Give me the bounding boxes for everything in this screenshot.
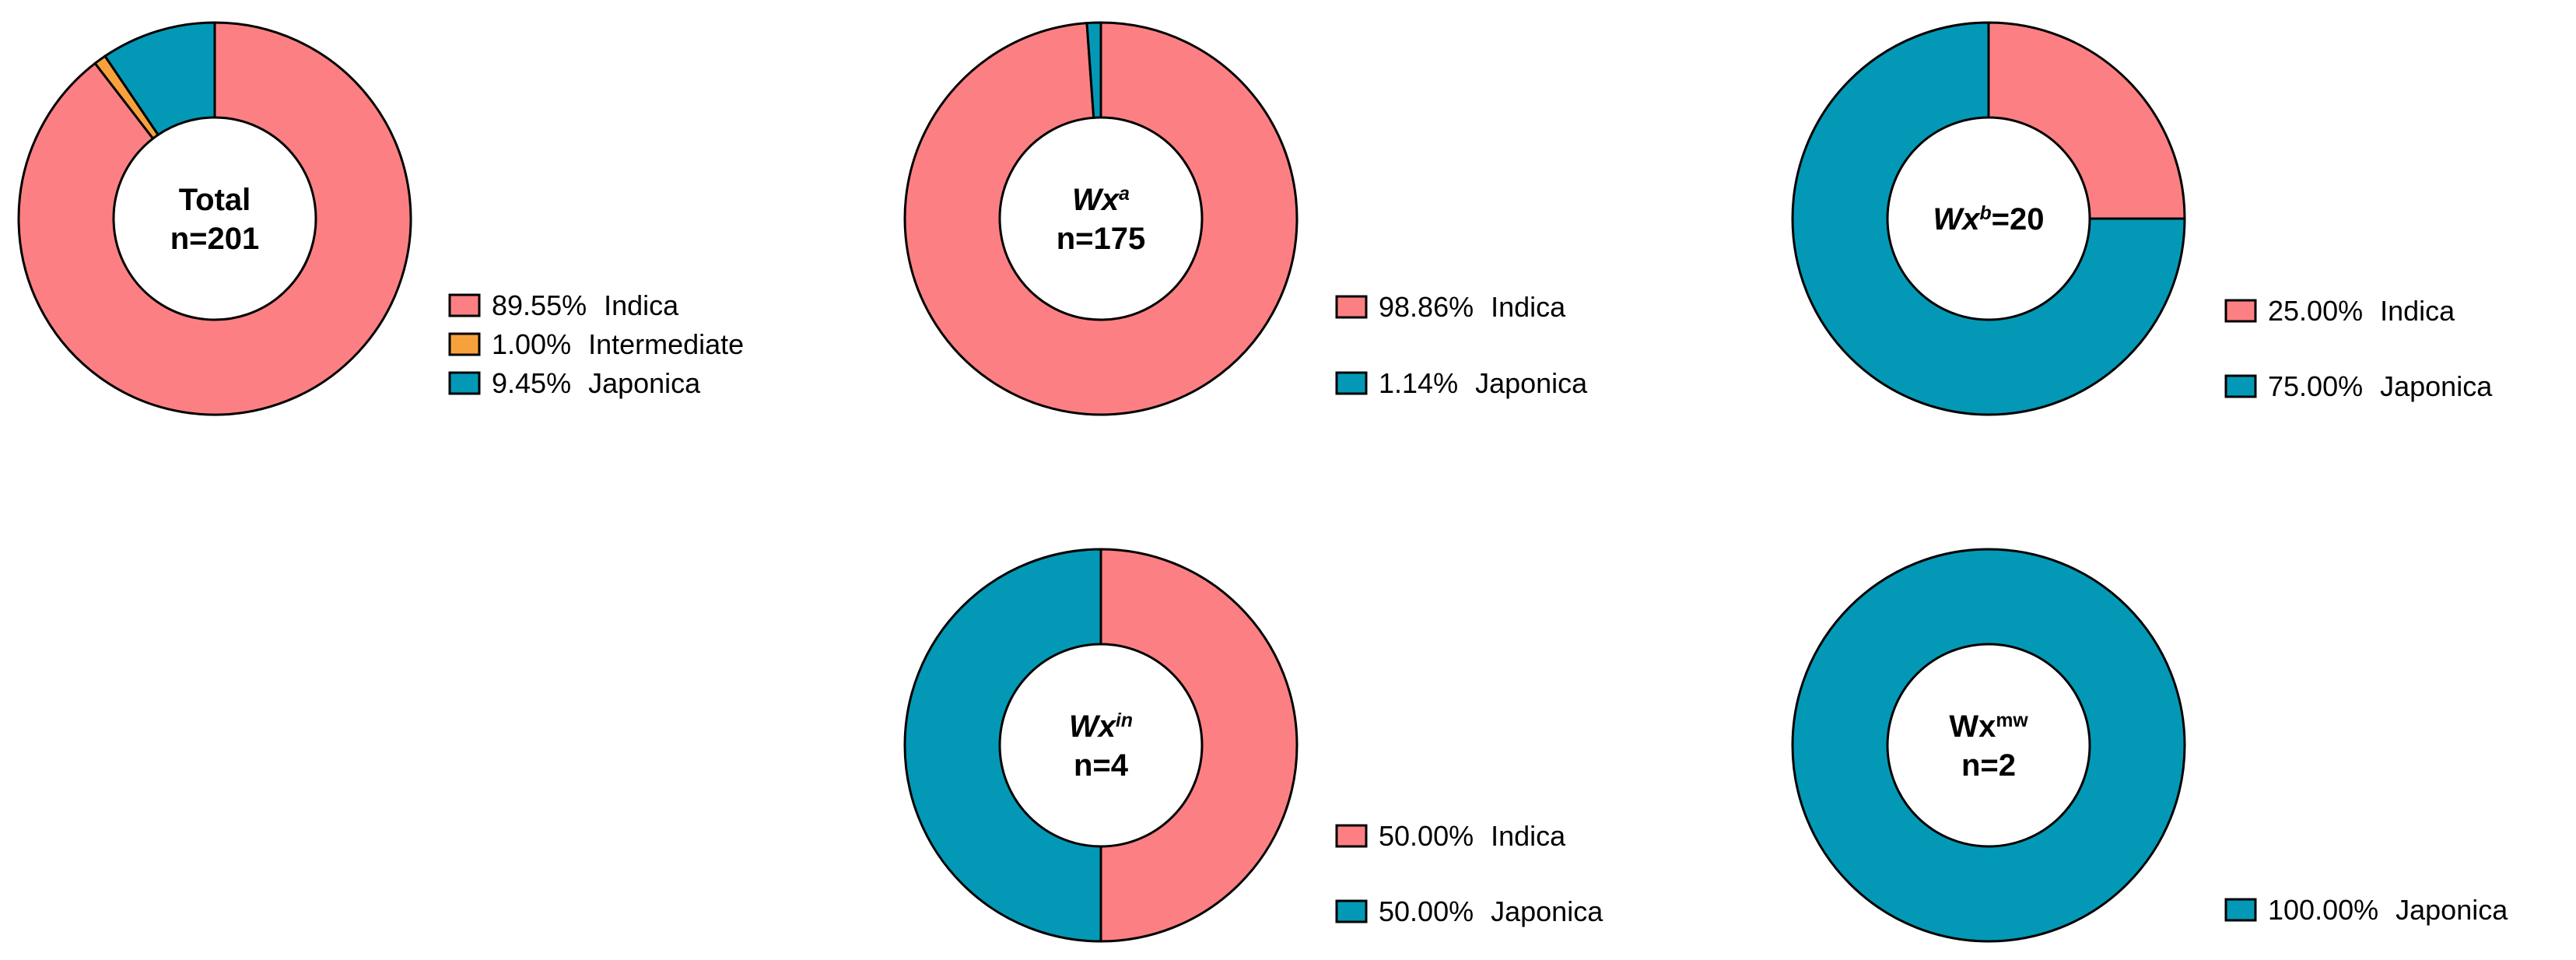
legend-label: Indica (1491, 291, 1566, 323)
pie-slice-indica (903, 21, 1299, 416)
legend-entry: 50.00% Indica (1379, 820, 1566, 852)
legend-entry: 100.00% Japonica (2268, 894, 2508, 926)
legend-percent: 1.00% (492, 328, 571, 360)
legend-swatch-indica (1335, 295, 1368, 319)
legend-label: Indica (2380, 295, 2455, 327)
legend-swatch-japonica (2224, 374, 2257, 398)
legend-label: Japonica (2380, 370, 2493, 402)
pie-slice-indica (17, 21, 412, 416)
legend-entry: 50.00% Japonica (1379, 895, 1603, 927)
pie-slice-japonica (903, 548, 1102, 943)
pie-slice-japonica (1791, 21, 2186, 416)
legend-swatch-intermediate (448, 332, 481, 356)
legend-swatch-japonica (2224, 898, 2257, 922)
legend-label: Indica (1491, 820, 1566, 852)
pie-slice-indica (1099, 548, 1299, 943)
legend-label: Intermediate (588, 328, 744, 360)
donut-chart: Wxin n=4 50.00% Indica 50.00% Japonica (903, 548, 1603, 943)
center-label: n=2 (1961, 748, 2016, 783)
legend-entry: 75.00% Japonica (2268, 370, 2493, 402)
center-label: Wxin (1069, 709, 1133, 744)
legend-swatch-indica (2224, 299, 2257, 323)
legend-entry: 25.00% Indica (2268, 295, 2455, 327)
legend-label: Japonica (2396, 894, 2508, 926)
legend-label: Indica (604, 289, 679, 321)
pie-slice-japonica (103, 21, 216, 137)
legend-entry: 89.55% Indica (492, 289, 679, 321)
legend-entry: 98.86% Indica (1379, 291, 1566, 323)
legend-percent: 9.45% (492, 367, 571, 399)
legend-label: Japonica (1491, 895, 1603, 927)
legend-percent: 75.00% (2268, 370, 2363, 402)
legend-entry: 1.14% Japonica (1379, 367, 1588, 399)
donut-chart: Wxmw n=2 100.00% Japonica (1791, 548, 2508, 943)
legend-percent: 100.00% (2268, 894, 2378, 926)
donut-chart: Total n=201 89.55% Indica 1.00% Intermediate 9… (17, 21, 744, 416)
legend-label: Japonica (588, 367, 701, 399)
pie-slice-japonica (1791, 548, 2186, 943)
center-label: Wxb=20 (1933, 202, 2044, 236)
donut-chart: Wxb=20 25.00% Indica 75.00% Japonica (1791, 21, 2493, 416)
center-label: Total (179, 183, 251, 217)
legend-swatch-indica (448, 293, 481, 317)
legend-percent: 1.14% (1379, 367, 1458, 399)
pie-slice-indica (1987, 21, 2186, 220)
center-label: n=201 (170, 222, 260, 256)
legend-percent: 50.00% (1379, 895, 1474, 927)
legend-percent: 89.55% (492, 289, 587, 321)
legend-percent: 98.86% (1379, 291, 1474, 323)
donut-chart: Wxa n=175 98.86% Indica 1.14% Japonica (903, 21, 1588, 416)
legend-entry: 9.45% Japonica (492, 367, 701, 399)
center-label: Wxmw (1949, 709, 2028, 744)
center-label: Wxa (1072, 183, 1130, 217)
center-label: n=175 (1057, 222, 1146, 256)
legend-percent: 50.00% (1379, 820, 1474, 852)
legend-swatch-japonica (1335, 899, 1368, 923)
legend-swatch-japonica (1335, 371, 1368, 395)
legend-entry: 1.00% Intermediate (492, 328, 744, 360)
pie-slice-japonica (1085, 21, 1102, 119)
legend-label: Japonica (1475, 367, 1588, 399)
legend-percent: 25.00% (2268, 295, 2363, 327)
legend-swatch-indica (1335, 824, 1368, 848)
center-label: n=4 (1074, 748, 1129, 783)
legend-swatch-japonica (448, 371, 481, 395)
